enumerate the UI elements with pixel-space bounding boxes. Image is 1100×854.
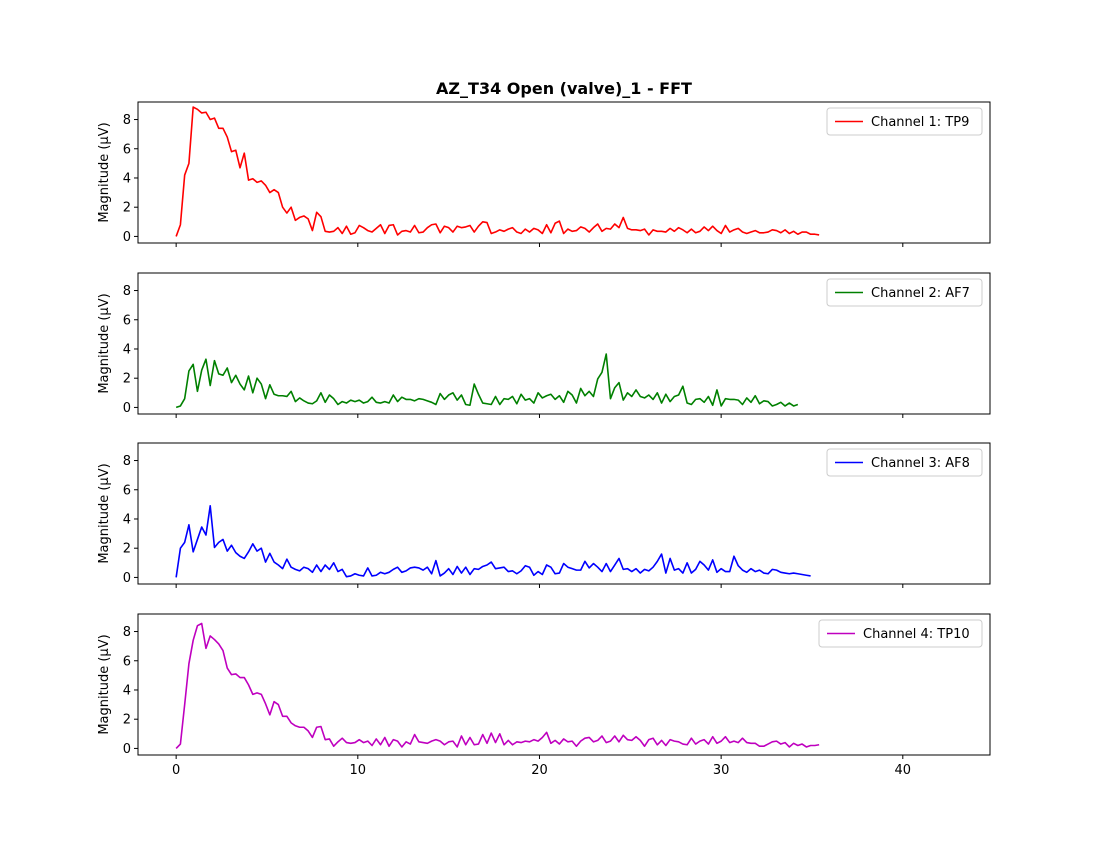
y-tick-label: 4: [123, 171, 131, 186]
x-tick-label: 30: [713, 763, 730, 778]
legend-label: Channel 4: TP10: [863, 627, 970, 642]
legend-box: [826, 448, 983, 477]
chart-title: AZ_T34 Open (valve)_1 - FFT: [436, 79, 692, 98]
axes-frame: [137, 101, 991, 244]
y-tick-label: 8: [123, 113, 131, 128]
subplot-panel-4: Magnitude (μV) 0 2 4 6 8 0 10 20 30 40 Channel 4: T…: [97, 613, 991, 778]
y-tick-label: 0: [123, 742, 131, 757]
y-tick-label: 4: [123, 342, 131, 357]
axes-frame: [137, 272, 991, 415]
y-axis-label: Magnitude (μV): [97, 122, 112, 222]
axes-frame: [137, 613, 991, 756]
y-axis-label: Magnitude (μV): [97, 293, 112, 393]
y-tick-label: 8: [123, 284, 131, 299]
subplot-panel-1: Magnitude (μV) 0 2 4 6 8 Channel 1: TP9: [97, 101, 991, 247]
legend-label: Channel 1: TP9: [871, 115, 969, 130]
y-tick-label: 2: [123, 713, 131, 728]
series-line-channel-3: [175, 505, 811, 578]
legend-label: Channel 2: AF7: [871, 286, 970, 301]
y-tick-label: 0: [123, 230, 131, 245]
subplot-panel-3: Magnitude (μV) 0 2 4 6 8 Channel 3: AF8: [97, 442, 991, 588]
legend-box: [826, 278, 983, 307]
series-line-channel-4: [175, 622, 820, 749]
y-tick-label: 6: [123, 654, 131, 669]
legend-label: Channel 3: AF8: [871, 456, 970, 471]
y-tick-label: 8: [123, 454, 131, 469]
legend-box: [818, 619, 983, 648]
y-tick-label: 4: [123, 683, 131, 698]
y-tick-label: 2: [123, 372, 131, 387]
x-tick-label: 20: [531, 763, 548, 778]
subplot-panel-2: Magnitude (μV) 0 2 4 6 8 Channel 2: AF7: [97, 272, 991, 418]
y-axis-label: Magnitude (μV): [97, 463, 112, 563]
y-tick-label: 4: [123, 512, 131, 527]
y-tick-label: 6: [123, 483, 131, 498]
y-tick-label: 2: [123, 542, 131, 557]
y-tick-label: 8: [123, 625, 131, 640]
y-tick-label: 6: [123, 142, 131, 157]
y-axis-label: Magnitude (μV): [97, 634, 112, 734]
series-line-channel-1: [175, 106, 820, 237]
y-tick-label: 2: [123, 201, 131, 216]
x-tick-label: 10: [350, 763, 367, 778]
y-tick-label: 6: [123, 313, 131, 328]
series-line-channel-2: [175, 353, 799, 409]
x-tick-label: 40: [895, 763, 912, 778]
x-tick-label: 0: [172, 763, 180, 778]
y-tick-label: 0: [123, 401, 131, 416]
legend-box: [826, 107, 983, 136]
axes-frame: [137, 442, 991, 585]
y-tick-label: 0: [123, 571, 131, 586]
